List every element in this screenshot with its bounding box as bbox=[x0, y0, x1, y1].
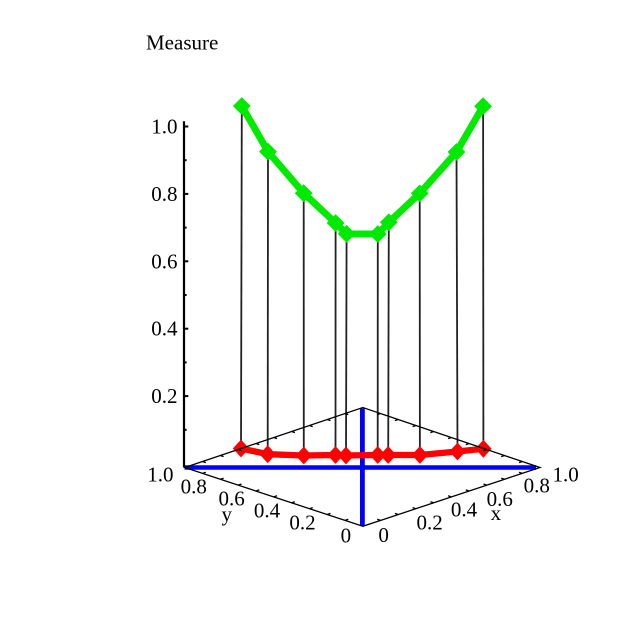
svg-text:0.4: 0.4 bbox=[254, 498, 281, 522]
svg-text:0.6: 0.6 bbox=[151, 249, 177, 273]
svg-text:1.0: 1.0 bbox=[151, 115, 177, 139]
svg-text:0: 0 bbox=[378, 523, 389, 547]
svg-text:0.2: 0.2 bbox=[416, 511, 442, 535]
svg-text:0: 0 bbox=[341, 524, 352, 548]
svg-text:0.6: 0.6 bbox=[218, 486, 244, 510]
svg-text:1.0: 1.0 bbox=[147, 463, 173, 487]
svg-text:0.6: 0.6 bbox=[487, 487, 513, 511]
svg-text:0.2: 0.2 bbox=[151, 384, 177, 408]
svg-text:0.8: 0.8 bbox=[151, 182, 177, 206]
svg-text:x: x bbox=[491, 501, 502, 525]
svg-text:0.8: 0.8 bbox=[524, 474, 550, 498]
svg-text:Measure: Measure bbox=[146, 31, 218, 55]
svg-text:0.4: 0.4 bbox=[451, 497, 478, 521]
svg-text:1.0: 1.0 bbox=[552, 463, 578, 487]
svg-text:0.2: 0.2 bbox=[289, 511, 315, 535]
svg-text:0.4: 0.4 bbox=[151, 317, 178, 341]
svg-text:0.8: 0.8 bbox=[181, 475, 207, 499]
svg-text:y: y bbox=[222, 502, 233, 526]
